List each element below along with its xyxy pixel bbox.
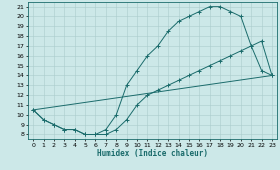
X-axis label: Humidex (Indice chaleur): Humidex (Indice chaleur) — [97, 149, 208, 158]
